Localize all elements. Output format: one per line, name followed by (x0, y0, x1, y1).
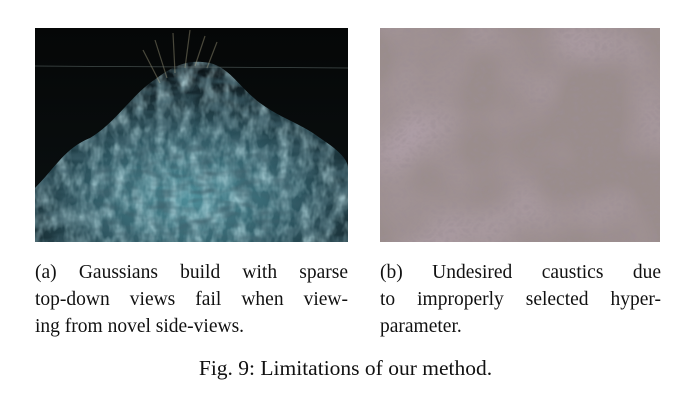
subcaption-b-line-1: (b) Undesired caustics due (380, 262, 661, 283)
figure-panel-b-image (380, 28, 660, 242)
subcaption-b-line-2: to improperly selected hyper- (380, 289, 661, 310)
subcaption-a: (a) Gaussians build with sparse top-down… (35, 259, 348, 340)
figure-caption: Fig. 9: Limitations of our method. (198, 356, 493, 380)
subcaption-b: (b) Undesired caustics due to improperly… (380, 259, 661, 340)
subcaption-a-line-3: ing from novel side-views. (35, 316, 245, 337)
subcaption-b-line-3: parameter. (380, 316, 462, 337)
figure-panel-a-image (35, 28, 348, 242)
subcaption-a-line-2: top-down views fail when view- (35, 289, 348, 310)
subcaption-a-line-1: (a) Gaussians build with sparse (35, 262, 348, 283)
